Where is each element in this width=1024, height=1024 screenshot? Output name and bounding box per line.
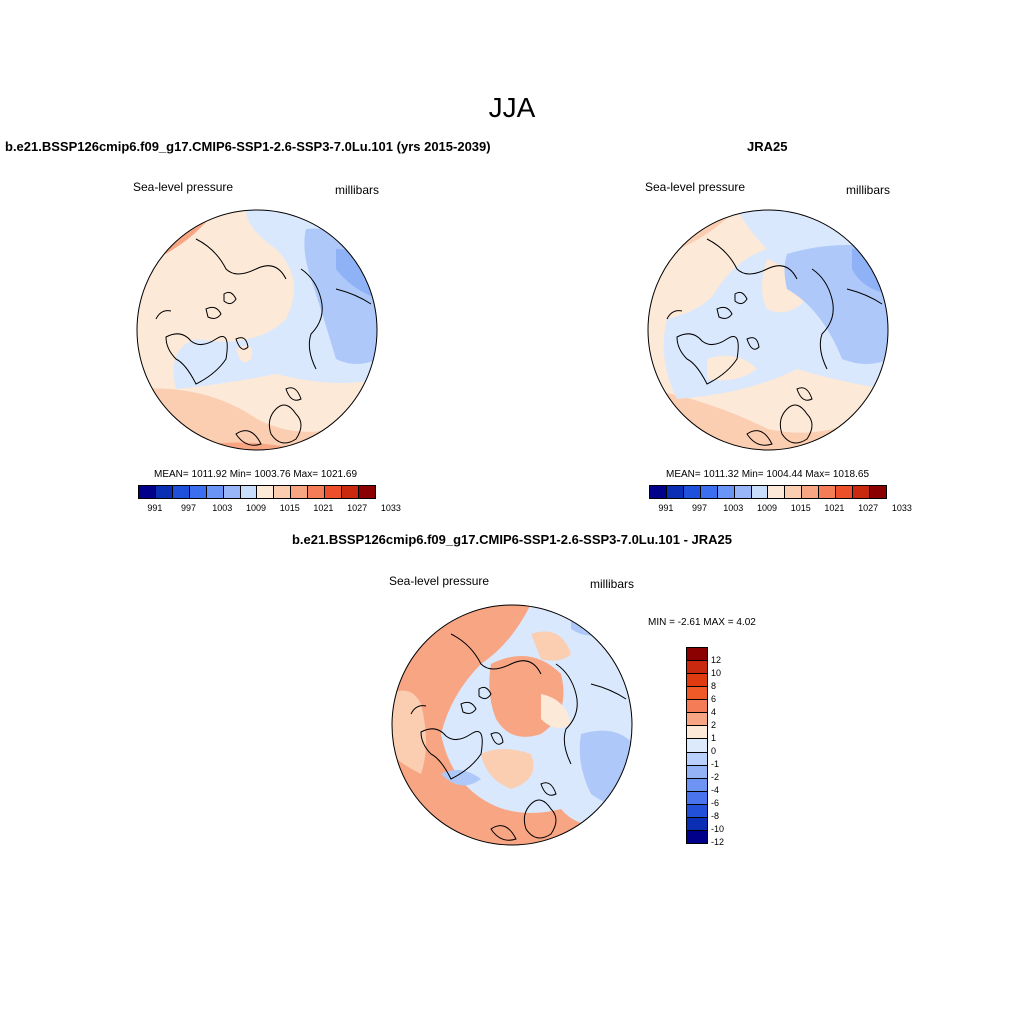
colorbar-tick-label: 1	[711, 733, 717, 743]
polar-map-model	[136, 209, 378, 451]
colorbar-tick-label: 1003	[212, 503, 233, 513]
colorbar-swatch	[717, 486, 735, 498]
colorbar-tick-label: 1021	[824, 503, 845, 513]
panel-title-reference: JRA25	[747, 139, 788, 154]
colorbar-model-ticks: 991 997 1003 1009 1015 1021 1027 1033	[138, 503, 401, 515]
panel-3-stats: MIN = -2.61 MAX = 4.02	[648, 617, 756, 628]
colorbar-swatch	[687, 739, 707, 753]
colorbar-tick-label: -1	[711, 759, 720, 769]
colorbar-tick-label: -4	[711, 785, 720, 795]
panel-1-variable-label: Sea-level pressure	[133, 180, 234, 194]
colorbar-tick-label: 1027	[347, 503, 368, 513]
colorbar-tick-label: -10	[711, 824, 725, 834]
colorbar-swatch	[342, 486, 359, 498]
colorbar-swatch	[291, 486, 309, 498]
colorbar-tick-label: 1009	[756, 503, 778, 513]
polar-map-reference	[647, 209, 889, 451]
colorbar-tick-label: 1009	[245, 503, 267, 513]
colorbar-swatch	[687, 674, 707, 688]
colorbar-swatch	[853, 486, 870, 498]
panel-title-difference: b.e21.BSSP126cmip6.f09_g17.CMIP6-SSP1-2.…	[291, 532, 733, 547]
colorbar-swatch	[687, 687, 707, 701]
colorbar-swatch	[240, 486, 258, 498]
colorbar-tick-label: 1021	[313, 503, 334, 513]
colorbar-swatch	[687, 752, 707, 766]
colorbar-swatch	[687, 830, 707, 843]
colorbar-reference-ticks: 991 997 1003 1009 1015 1021 1027 1033	[649, 503, 912, 515]
colorbar-tick-label: 6	[711, 694, 717, 704]
panel-2-units-label: millibars	[846, 183, 891, 197]
colorbar-swatch	[172, 486, 190, 498]
panel-3-units-label: millibars	[590, 577, 635, 591]
colorbar-swatch	[687, 804, 707, 818]
colorbar-swatch	[785, 486, 803, 498]
colorbar-tick-label: 997	[181, 503, 197, 513]
colorbar-swatch	[139, 486, 156, 498]
colorbar-tick-label: 4	[711, 706, 717, 717]
colorbar-tick-label: 1015	[279, 503, 300, 513]
colorbar-tick-label: -12	[711, 837, 725, 847]
colorbar-swatch	[751, 486, 769, 498]
colorbar-tick-label: 1027	[858, 503, 879, 513]
colorbar-difference	[686, 647, 708, 844]
colorbar-swatch	[358, 486, 375, 498]
colorbar-tick-label: 1015	[790, 503, 811, 513]
colorbar-tick-label: -8	[711, 811, 720, 821]
panel-2-stats: MEAN= 1011.32 Min= 1004.44 Max= 1018.65	[666, 469, 870, 480]
colorbar-swatch	[206, 486, 224, 498]
colorbar-swatch	[189, 486, 207, 498]
colorbar-tick-label: 991	[658, 503, 674, 513]
colorbar-swatch	[687, 791, 707, 805]
colorbar-tick-label: 8	[711, 681, 717, 691]
panel-2-variable-label: Sea-level pressure	[645, 180, 746, 194]
colorbar-swatch	[687, 726, 707, 740]
colorbar-swatch	[274, 486, 292, 498]
colorbar-tick-label: -6	[711, 798, 720, 808]
colorbar-tick-label: 0	[711, 746, 717, 756]
colorbar-swatch	[687, 648, 707, 662]
colorbar-reference	[649, 485, 887, 499]
colorbar-swatch	[869, 486, 886, 498]
colorbar-swatch	[257, 486, 275, 498]
colorbar-swatch	[836, 486, 854, 498]
colorbar-swatch	[734, 486, 752, 498]
colorbar-tick-label: 10	[711, 668, 722, 678]
colorbar-swatch	[687, 817, 707, 831]
panel-title-model: b.e21.BSSP126cmip6.f09_g17.CMIP6-SSP1-2.…	[5, 139, 491, 154]
colorbar-tick-label: 997	[692, 503, 708, 513]
colorbar-swatch	[802, 486, 820, 498]
colorbar-swatch	[687, 765, 707, 779]
colorbar-swatch	[819, 486, 837, 498]
colorbar-swatch	[687, 713, 707, 727]
colorbar-tick-label: 2	[711, 720, 717, 730]
colorbar-swatch	[700, 486, 718, 498]
colorbar-swatch	[687, 778, 707, 792]
panel-1-stats: MEAN= 1011.92 Min= 1003.76 Max= 1021.69	[154, 469, 358, 480]
colorbar-swatch	[223, 486, 241, 498]
colorbar-swatch	[155, 486, 173, 498]
colorbar-tick-label: 12	[711, 655, 722, 665]
figure-title: JJA	[488, 92, 536, 123]
colorbar-tick-label: 991	[147, 503, 163, 513]
colorbar-swatch	[687, 700, 707, 714]
colorbar-difference-ticks: 12 10 8 6 4 2 1 0 -1 -2 -4 -6 -8 -10 -12	[711, 647, 751, 847]
colorbar-tick-label: -2	[711, 771, 720, 782]
colorbar-swatch	[687, 661, 707, 675]
colorbar-swatch	[325, 486, 343, 498]
colorbar-swatch	[768, 486, 786, 498]
polar-map-difference	[391, 604, 633, 846]
panel-1-units-label: millibars	[335, 183, 380, 197]
colorbar-swatch	[650, 486, 667, 498]
colorbar-tick-label: 1033	[380, 503, 401, 513]
colorbar-model	[138, 485, 376, 499]
colorbar-tick-label: 1033	[891, 503, 912, 513]
colorbar-swatch	[683, 486, 701, 498]
colorbar-tick-label: 1003	[723, 503, 744, 513]
panel-3-variable-label: Sea-level pressure	[389, 574, 490, 588]
colorbar-swatch	[666, 486, 684, 498]
colorbar-swatch	[308, 486, 326, 498]
